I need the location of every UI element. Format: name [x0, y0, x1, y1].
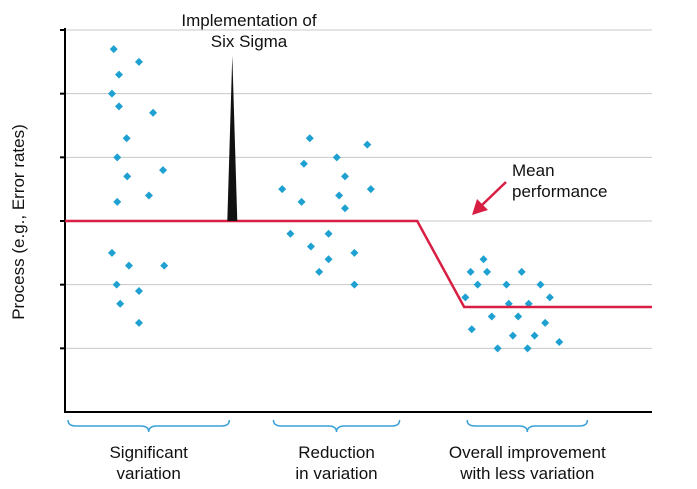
data-point — [107, 248, 116, 257]
data-point — [514, 312, 523, 321]
data-point — [545, 293, 554, 302]
x-group-brace — [67, 419, 231, 433]
data-point — [286, 229, 295, 238]
data-point — [297, 197, 306, 206]
x-group-label-line: Reduction — [298, 443, 375, 462]
y-axis-label: Process (e.g., Error rates) — [9, 124, 28, 320]
data-point — [149, 108, 158, 117]
data-point — [517, 267, 526, 276]
data-point — [493, 344, 502, 353]
data-point — [144, 191, 153, 200]
data-point — [555, 337, 564, 346]
data-point — [113, 153, 122, 162]
data-point — [123, 172, 132, 181]
data-point — [113, 197, 122, 206]
x-group-label: Reduction in variation — [295, 443, 377, 483]
implementation-marker — [227, 55, 238, 221]
data-point — [115, 102, 124, 111]
data-point — [502, 280, 511, 289]
data-point — [115, 70, 124, 79]
implementation-label: Implementation of Six Sigma — [181, 11, 316, 51]
x-group-brace — [272, 419, 401, 433]
data-point — [363, 140, 372, 149]
data-points — [107, 45, 564, 353]
x-group-braces: Significant variation Reduction in variatio… — [67, 419, 606, 483]
data-point — [134, 287, 143, 296]
mean-performance-label-line: performance — [512, 182, 607, 201]
mean-line-group — [65, 219, 652, 309]
data-point — [107, 89, 116, 98]
data-point — [487, 312, 496, 321]
mean-performance-label: Mean performance — [512, 161, 607, 201]
data-point — [324, 229, 333, 238]
data-point — [541, 318, 550, 327]
data-point — [299, 159, 308, 168]
data-point — [523, 344, 532, 353]
data-point — [324, 255, 333, 264]
x-group-label: Overall improvement with less variation — [449, 443, 606, 483]
data-point — [366, 185, 375, 194]
data-point — [122, 134, 131, 143]
data-point — [116, 299, 125, 308]
data-point — [305, 134, 314, 143]
annotations: Implementation of Six Sigma Mean performanc… — [181, 11, 607, 221]
x-group-label: Significant variation — [109, 443, 188, 483]
implementation-label-line: Implementation of — [181, 11, 316, 30]
data-point — [315, 267, 324, 276]
x-group-label-line: variation — [117, 464, 181, 483]
x-group-label-line: in variation — [295, 464, 377, 483]
data-point — [109, 45, 118, 54]
x-group-label-line: Overall improvement — [449, 443, 606, 462]
data-point — [466, 267, 475, 276]
data-point — [160, 261, 169, 270]
implementation-label-line: Six Sigma — [211, 32, 288, 51]
data-point — [483, 267, 492, 276]
mean-arrow-head — [472, 199, 488, 215]
data-point — [112, 280, 121, 289]
data-point — [473, 280, 482, 289]
data-point — [536, 280, 545, 289]
data-point — [335, 191, 344, 200]
data-point — [508, 331, 517, 340]
data-point — [159, 166, 168, 175]
mean-performance-label-line: Mean — [512, 161, 555, 180]
data-point — [340, 204, 349, 213]
x-group-brace — [466, 419, 589, 433]
data-point — [340, 172, 349, 181]
data-point — [530, 331, 539, 340]
data-point — [306, 242, 315, 251]
mean-performance-line — [65, 219, 652, 309]
data-point — [278, 185, 287, 194]
data-point — [467, 325, 476, 334]
mean-arrow-shaft — [480, 181, 507, 207]
data-point — [350, 280, 359, 289]
x-group-label-line: with less variation — [459, 464, 594, 483]
data-point — [124, 261, 133, 270]
data-point — [134, 57, 143, 66]
data-point — [350, 248, 359, 257]
data-point — [134, 318, 143, 327]
x-group-label-line: Significant — [109, 443, 188, 462]
data-point — [479, 255, 488, 264]
data-point — [461, 293, 470, 302]
data-point — [332, 153, 341, 162]
